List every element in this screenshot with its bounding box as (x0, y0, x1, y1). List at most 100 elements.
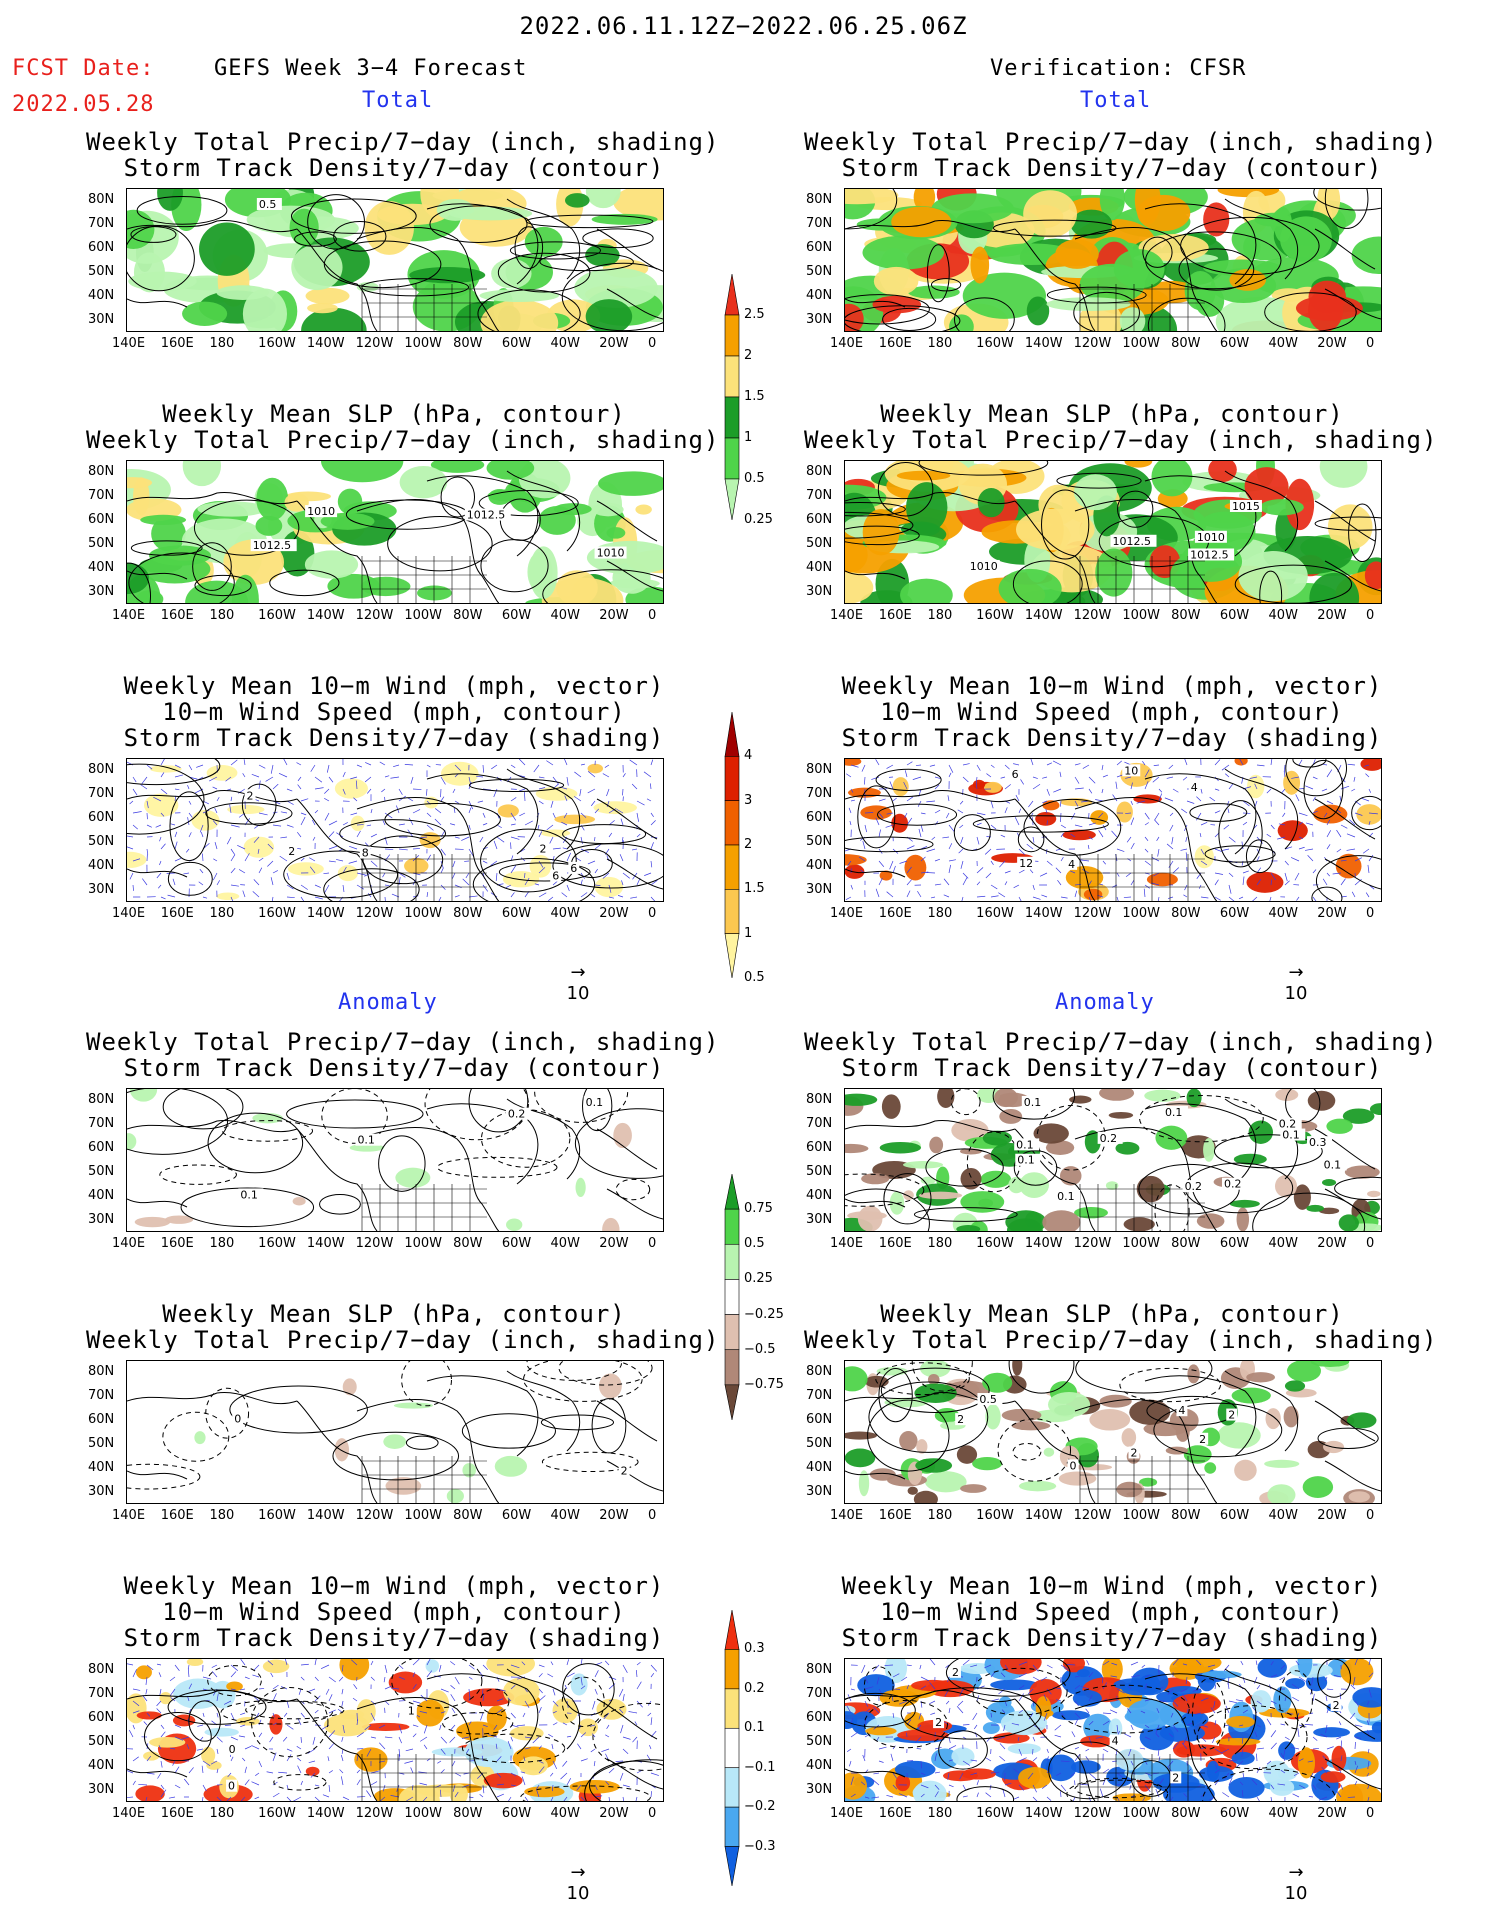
map-panel: 0.5 (126, 188, 664, 332)
lon-tick-label: 160W (976, 336, 1014, 351)
lon-tick-label: 140W (306, 336, 345, 351)
contour-label: 2 (247, 789, 254, 802)
lat-tick-label: 80N (806, 1662, 833, 1677)
lon-tick-label: 100W (1122, 1806, 1161, 1821)
lon-tick-label: 140W (1024, 336, 1063, 351)
lon-tick-label: 60W (1219, 1508, 1250, 1523)
colorbar-swatch (724, 1314, 740, 1351)
lon-tick-label: 120W (1073, 1236, 1112, 1251)
lon-tick-label: 0 (1366, 608, 1375, 623)
lon-tick-label: 140E (112, 906, 146, 921)
lat-tick-label: 80N (806, 192, 833, 207)
panel-title-line: Weekly Total Precip/7−day (inch, shading… (86, 426, 720, 454)
lon-tick-label: 180 (927, 336, 953, 351)
panel-title-line: Weekly Mean SLP (hPa, contour) (880, 1300, 1344, 1328)
lon-tick-label: 140W (1024, 1508, 1063, 1523)
lat-tick-label: 40N (806, 288, 833, 303)
lat-tick-label: 80N (88, 1662, 115, 1677)
colorbar-swatch (724, 1384, 740, 1421)
colorbar-swatch (724, 1243, 740, 1280)
panel-title-line: Storm Track Density/7−day (shading) (123, 1624, 665, 1652)
lon-tick-label: 40W (550, 336, 580, 351)
panel-title-line: Weekly Mean SLP (hPa, contour) (162, 1300, 626, 1328)
contour-label: 6 (1012, 768, 1019, 781)
lat-tick-label: 50N (88, 264, 115, 279)
lon-tick-label: 20W (1317, 906, 1347, 921)
lon-tick-label: 20W (1317, 608, 1347, 623)
lon-tick-label: 20W (599, 1236, 629, 1251)
contour-label: 4 (1178, 1404, 1185, 1417)
contour-label: 2 (935, 1716, 942, 1729)
lat-tick-label: 30N (806, 1782, 833, 1797)
colorbar-swatch (724, 478, 740, 521)
lat-tick-label: 60N (806, 1412, 833, 1427)
lon-tick-label: 0 (1366, 336, 1375, 351)
contour-label: 4 (1112, 1735, 1119, 1748)
lon-tick-label: 0 (1366, 1508, 1375, 1523)
colorbar-swatch (724, 355, 740, 398)
lon-tick-label: 80W (453, 906, 483, 921)
lon-tick-label: 140E (830, 906, 864, 921)
contour-label: 1015 (1232, 500, 1260, 513)
lat-tick-label: 40N (806, 858, 833, 873)
lat-tick-label: 70N (806, 786, 833, 801)
lon-tick-label: 140W (1024, 1806, 1063, 1821)
lon-tick-label: 140E (112, 336, 146, 351)
lat-tick-label: 30N (806, 1212, 833, 1227)
contour-label: 6 (570, 862, 577, 875)
lon-tick-label: 160W (258, 336, 296, 351)
lon-tick-label: 160W (258, 1508, 296, 1523)
colorbar-swatch (724, 800, 740, 846)
coastline (127, 470, 663, 603)
contour-label: 0.1 (1057, 1190, 1075, 1203)
lon-tick-label: 20W (599, 1806, 629, 1821)
lat-tick-label: 70N (806, 216, 833, 231)
lon-tick-label: 60W (1219, 1806, 1250, 1821)
lon-tick-label: 60W (501, 1508, 532, 1523)
lat-tick-label: 30N (88, 882, 115, 897)
fcst-label: FCST Date: (12, 56, 155, 81)
right-total-label: Total (1080, 88, 1152, 113)
lat-tick-label: 80N (806, 762, 833, 777)
panel-title-line: Weekly Mean SLP (hPa, contour) (162, 400, 626, 428)
lon-tick-label: 40W (550, 1508, 580, 1523)
lon-tick-label: 180 (209, 1508, 235, 1523)
lon-tick-label: 160W (976, 1806, 1014, 1821)
contour-label: 0.1 (1016, 1138, 1034, 1151)
contour-label: 0.1 (1324, 1158, 1342, 1171)
contour-label: 2 (1199, 1433, 1206, 1446)
lat-tick-label: 80N (88, 1092, 115, 1107)
coastline (127, 1098, 663, 1231)
lat-tick-label: 70N (88, 786, 115, 801)
shading (845, 461, 1381, 603)
lon-tick-label: 100W (404, 336, 443, 351)
contour-label: 4 (1191, 781, 1198, 794)
coastline (845, 198, 1381, 331)
lat-tick-label: 60N (88, 1412, 115, 1427)
contour-label: 2 (1172, 1771, 1179, 1784)
lon-tick-label: 140W (306, 906, 345, 921)
lon-tick-label: 180 (209, 906, 235, 921)
fcst-date: 2022.05.28 (12, 92, 155, 117)
lon-tick-label: 180 (927, 906, 953, 921)
contour-label: 2 (540, 842, 547, 855)
lon-tick-label: 140E (830, 1806, 864, 1821)
lat-tick-label: 70N (88, 216, 115, 231)
lon-tick-label: 20W (599, 608, 629, 623)
panel-title-line: Weekly Mean SLP (hPa, contour) (880, 400, 1344, 428)
lon-tick-label: 100W (404, 1236, 443, 1251)
colorbar-swatch (724, 1806, 740, 1847)
lon-tick-label: 80W (453, 1508, 483, 1523)
shading (127, 1089, 632, 1231)
contour-label: 1010 (1197, 531, 1225, 544)
lon-tick-label: 140W (306, 1236, 345, 1251)
colorbar-precip-anom: 0.75 0.5 0.25 −0.25 −0.5 −0.75 (722, 1162, 792, 1432)
lat-tick-label: 50N (88, 834, 115, 849)
lon-tick-label: 160E (160, 608, 194, 623)
contour-label: 1012.5 (253, 539, 292, 552)
contour-label: 1012.5 (1190, 548, 1229, 561)
lat-tick-label: 30N (806, 312, 833, 327)
panel-title-line: Storm Track Density/7−day (shading) (123, 724, 665, 752)
coastline (845, 768, 1381, 901)
lon-tick-label: 80W (1171, 1236, 1201, 1251)
